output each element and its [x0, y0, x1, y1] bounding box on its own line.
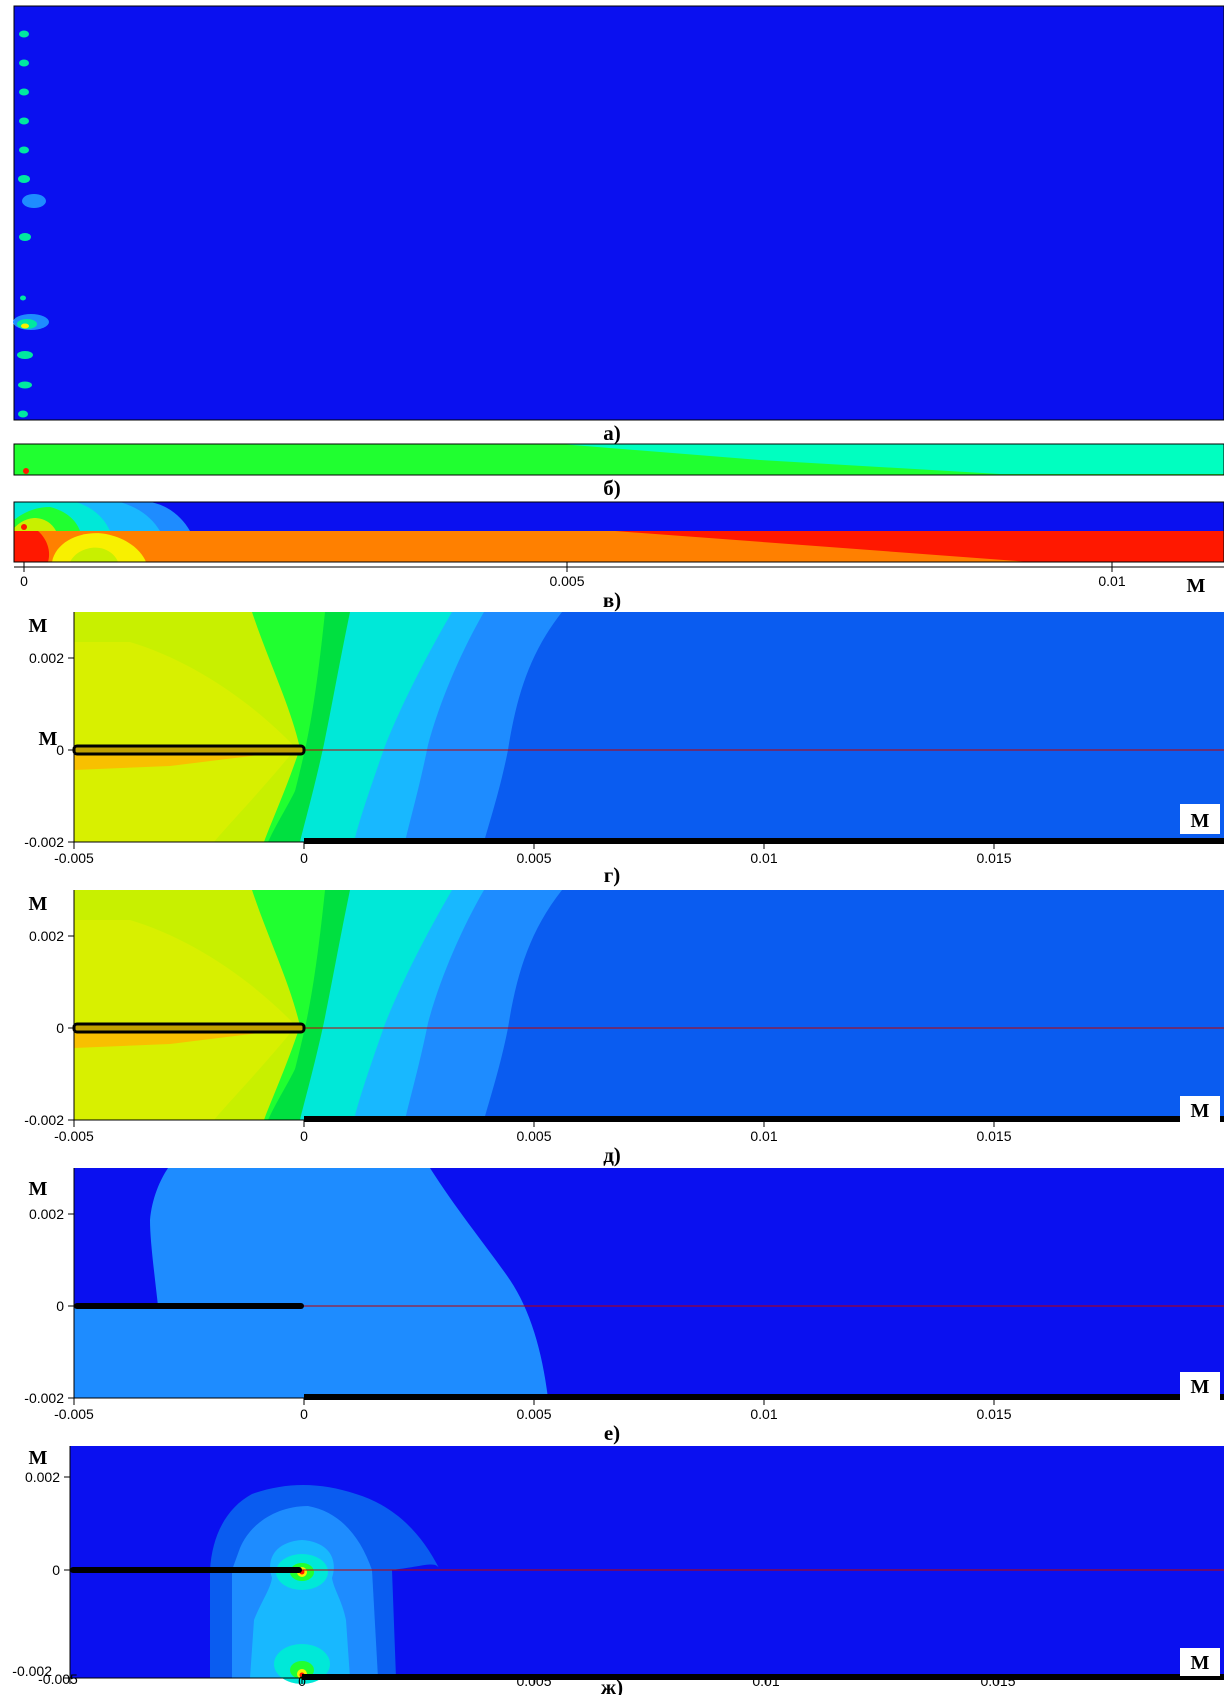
- tick-d-y-2: -0.002: [24, 1112, 64, 1128]
- unit-g-y: М: [29, 615, 48, 637]
- unit-d-y: М: [29, 893, 48, 915]
- tick-d-x-4: 0.015: [976, 1128, 1011, 1144]
- panel-zh: -0.005 0 0.005 0.01 0.015 0.002 0 -0.002…: [12, 1446, 1224, 1689]
- unit-zh-x-box: [1180, 1648, 1220, 1676]
- tick-g-x-4: 0.015: [976, 850, 1011, 866]
- tick-d-y-1: 0: [56, 1020, 64, 1036]
- unit-d-x-box: [1180, 1096, 1220, 1124]
- panel-e-upper-plate: [74, 1303, 304, 1309]
- tick-g-y-2: -0.002: [24, 834, 64, 850]
- panel-g-upper-plate: [72, 744, 306, 756]
- tick-e-x-4: 0.015: [976, 1406, 1011, 1422]
- tick-zh-x-2: 0.005: [516, 1673, 551, 1689]
- unit-e-y: М: [29, 1178, 48, 1200]
- panel-b: [13, 443, 1224, 476]
- tick-d-y-0: 0.002: [29, 928, 64, 944]
- caption-zh: ж): [601, 1675, 623, 1695]
- tick-d-x-0: -0.005: [54, 1128, 94, 1144]
- panel-zh-upper-plate: [70, 1567, 302, 1573]
- tick-e-y-0: 0.002: [29, 1206, 64, 1222]
- tick-v-0: 0: [20, 573, 28, 589]
- tick-d-x-1: 0: [300, 1128, 308, 1144]
- tick-g-x-0: -0.005: [54, 850, 94, 866]
- tick-d-x-2: 0.005: [516, 1128, 551, 1144]
- panel-g: -0.005 0 0.005 0.01 0.015 0.002 0 -0.002…: [24, 612, 1224, 866]
- tick-e-x-3: 0.01: [750, 1406, 777, 1422]
- panel-b-cyan-region: [560, 444, 1224, 474]
- caption-g: г): [604, 863, 621, 887]
- tick-d-x-3: 0.01: [750, 1128, 777, 1144]
- tick-e-x-0: -0.005: [54, 1406, 94, 1422]
- caption-b: б): [603, 476, 621, 500]
- unit-v-x: М: [1187, 575, 1206, 597]
- panel-v: 0 0.005 0.01 М: [13, 501, 1224, 597]
- tick-zh-x-4: 0.015: [980, 1673, 1015, 1689]
- tick-zh-x-1: 0: [298, 1673, 306, 1689]
- panel-zh-lower-plate: [302, 1674, 1224, 1680]
- panel-v-red-region: [615, 531, 1224, 562]
- unit-e-x-box: [1180, 1372, 1220, 1400]
- panel-b-hotspot: [23, 468, 29, 474]
- tick-g-x-1: 0: [300, 850, 308, 866]
- panel-d-upper-plate: [72, 1022, 306, 1034]
- panel-d-lower-plate: [304, 1116, 1224, 1122]
- unit-g-y-2: М: [39, 728, 58, 750]
- tick-v-1: 0.005: [549, 573, 584, 589]
- tick-zh-x-0: -0.005: [38, 1671, 78, 1687]
- panel-a-spots: [13, 30, 49, 418]
- tick-g-y-1: 0: [56, 742, 64, 758]
- caption-e: е): [604, 1421, 620, 1445]
- tick-v-2: 0.01: [1098, 573, 1125, 589]
- panel-d: -0.005 0 0.005 0.01 0.015 0.002 0 -0.002…: [24, 890, 1224, 1144]
- caption-a: а): [603, 421, 621, 445]
- tick-e-y-2: -0.002: [24, 1390, 64, 1406]
- panel-e: -0.005 0 0.005 0.01 0.015 0.002 0 -0.002…: [24, 1168, 1224, 1422]
- caption-d: д): [603, 1143, 621, 1167]
- unit-zh-y: М: [29, 1447, 48, 1469]
- panel-g-lower-plate: [304, 838, 1224, 844]
- panel-a: [13, 5, 1224, 421]
- unit-e-x: М: [1191, 1376, 1210, 1398]
- tick-zh-x-3: 0.01: [752, 1673, 779, 1689]
- unit-zh-x: М: [1191, 1652, 1210, 1674]
- unit-g-x-box: [1180, 804, 1220, 834]
- panel-e-lower-plate: [304, 1394, 1224, 1400]
- tick-zh-y-2: -0.002: [12, 1663, 52, 1679]
- unit-g-x: М: [1191, 810, 1210, 832]
- tick-g-x-2: 0.005: [516, 850, 551, 866]
- panel-a-field: [13, 5, 1224, 421]
- panel-e-region: [74, 1168, 548, 1398]
- tick-e-x-1: 0: [300, 1406, 308, 1422]
- tick-zh-y-0: 0.002: [25, 1469, 60, 1485]
- tick-g-y-0: 0.002: [29, 650, 64, 666]
- tick-g-x-3: 0.01: [750, 850, 777, 866]
- tick-zh-y-1: 0: [52, 1562, 60, 1578]
- caption-v: в): [603, 588, 621, 612]
- unit-d-x: М: [1191, 1100, 1210, 1122]
- tick-e-y-1: 0: [56, 1298, 64, 1314]
- panel-v-upper-field: [14, 502, 1224, 531]
- tick-e-x-2: 0.005: [516, 1406, 551, 1422]
